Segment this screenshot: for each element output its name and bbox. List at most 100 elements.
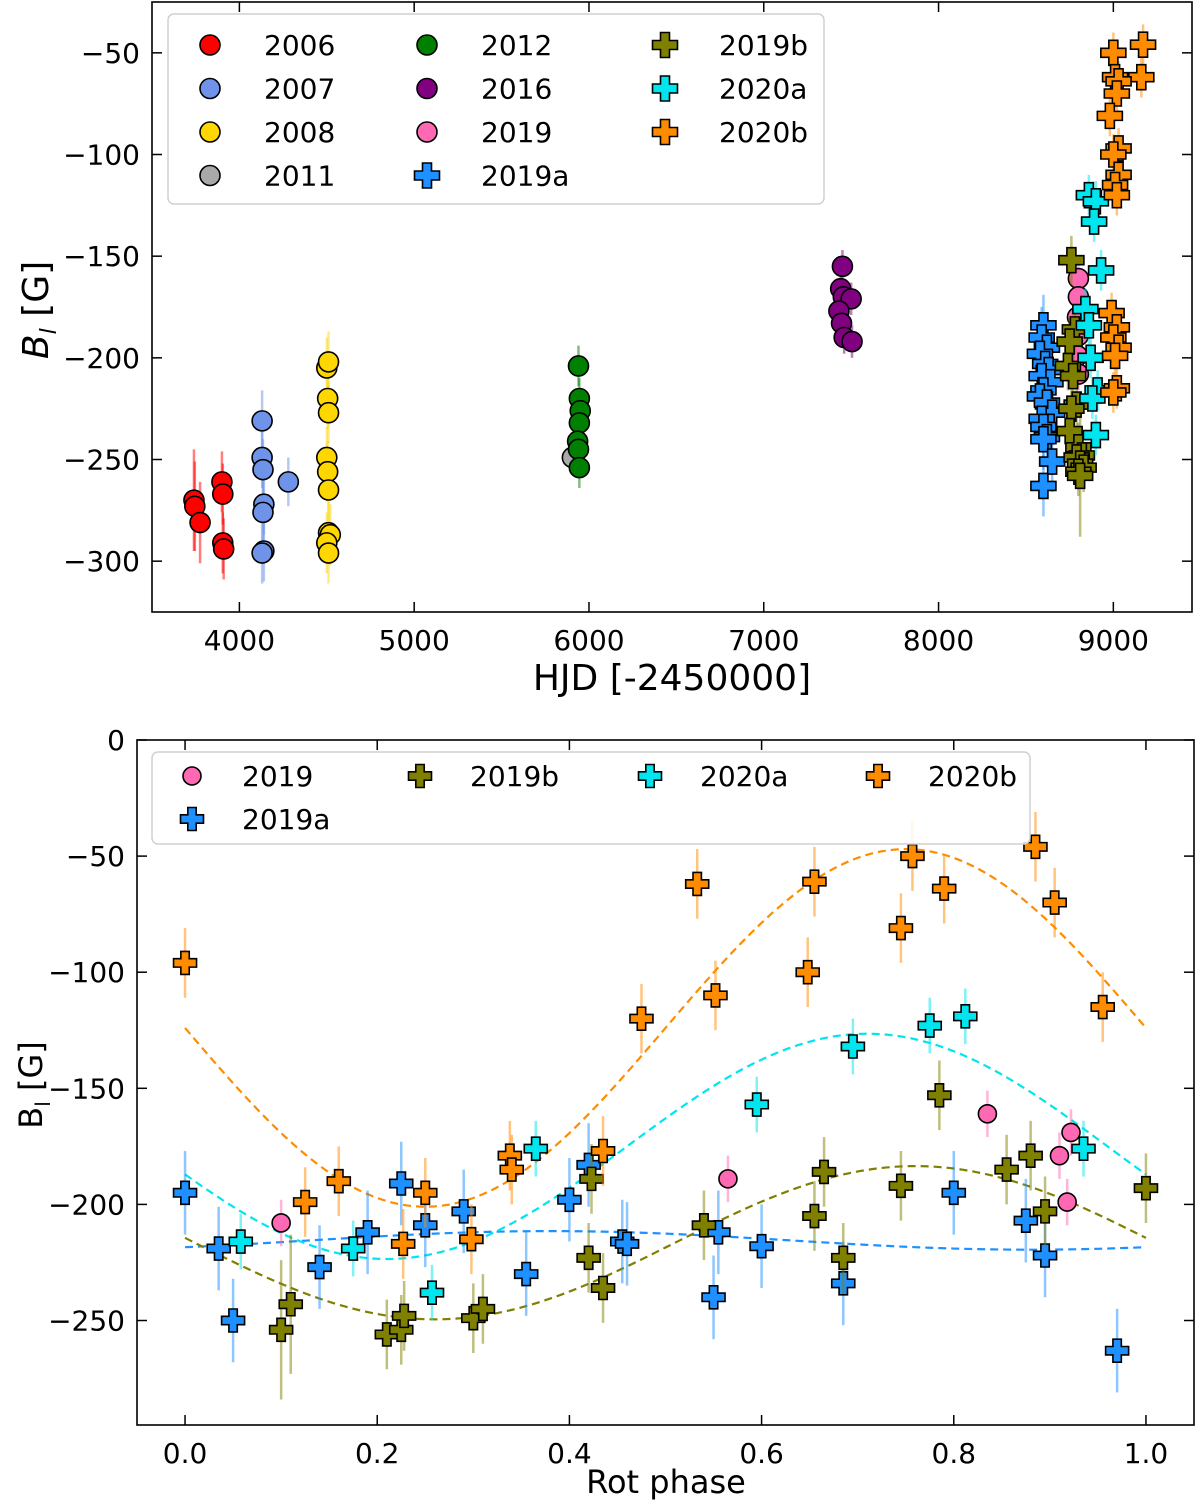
bottom-frame (136, 739, 1195, 1426)
bottom-xtick-label: 0.8 (932, 1437, 977, 1470)
bottom-point-2019b (1133, 1175, 1159, 1201)
top-point-2020b (1103, 181, 1131, 209)
top-point-2012 (567, 355, 590, 377)
top-series-2016 (828, 250, 863, 358)
top-series-2012 (566, 345, 592, 488)
top-point-2020b (1103, 80, 1131, 107)
top-point-2008 (317, 479, 340, 501)
top-point-2020a (1082, 187, 1110, 215)
bottom-point-2019b (590, 1275, 616, 1301)
top-panel-hjd-vs-bl: 4000 5000 6000 7000 8000 9000 −300 −250 −200 −150… (16, 1, 1193, 699)
bottom-point-2019a (1032, 1243, 1058, 1268)
top-legend-marker-2006 (199, 34, 221, 56)
bottom-point-2020a (744, 1092, 770, 1117)
top-legend-marker-2011 (199, 164, 221, 187)
bottom-series-2019a (172, 1123, 1130, 1393)
bottom-legend-label-2019b: 2019b (470, 760, 559, 793)
top-series-2008 (315, 331, 342, 584)
bottom-point-2019b (888, 1173, 914, 1199)
bottom-fit-curve-2019b (184, 1164, 1147, 1321)
top-legend-marker-2019 (416, 121, 438, 143)
top-ytick-label: −200 (63, 342, 140, 375)
bottom-point-2019b (278, 1291, 304, 1317)
bottom-point-2019a (307, 1254, 332, 1280)
bottom-legend-label-2019: 2019 (242, 760, 313, 793)
top-legend-label-2020a: 2020a (719, 73, 807, 106)
top-legend-marker-2008 (199, 121, 221, 143)
top-point-2019b (1059, 362, 1087, 390)
top-point-2019b (1066, 462, 1094, 490)
bottom-point-2020a (340, 1236, 366, 1261)
bottom-point-2020b (629, 1006, 654, 1031)
bottom-xtick-label: 0.0 (163, 1437, 208, 1470)
bottom-point-2020b (412, 1180, 438, 1206)
bottom-point-2019a (701, 1284, 726, 1310)
bottom-legend-marker-2020b (865, 763, 891, 789)
bottom-series-2020a (228, 988, 1096, 1321)
top-ytick-label: −300 (63, 545, 140, 578)
top-xtick-label: 7000 (728, 624, 799, 657)
bottom-point-2019a (355, 1219, 380, 1245)
top-plot-area: 4000 5000 6000 7000 8000 9000 −300 −250 −200 −150… (63, 1, 1193, 657)
bottom-point-2019b (811, 1159, 837, 1185)
bottom-point-2019a (1104, 1338, 1130, 1363)
top-legend-label-2016: 2016 (481, 73, 552, 106)
top-point-2020b (1100, 39, 1127, 67)
bottom-point-2019a (513, 1261, 539, 1287)
top-legend-marker-2020b (651, 118, 679, 146)
bottom-xtick-label: 0.4 (547, 1437, 592, 1470)
bottom-point-2020a (419, 1280, 445, 1305)
bottom-point-2019b (576, 1245, 601, 1271)
top-point-2019b (1056, 328, 1083, 355)
top-legend-marker-2007 (199, 77, 221, 100)
top-point-2008 (317, 351, 340, 373)
bottom-point-2020b (888, 915, 914, 941)
top-legend-marker-2020a (651, 75, 679, 102)
top-legend-label-2020b: 2020b (719, 116, 808, 149)
bottom-point-2020a (1071, 1136, 1096, 1161)
bottom-legend-marker-2019a (179, 806, 205, 832)
bottom-point-2019 (718, 1169, 738, 1189)
bottom-point-2020b (292, 1189, 318, 1215)
bottom-point-2020b (326, 1168, 352, 1194)
bottom-xlabel: Rot phase (586, 1463, 746, 1501)
top-series-2007 (251, 390, 300, 584)
top-point-2020b (1129, 31, 1157, 58)
top-point-2020a (1075, 312, 1103, 339)
top-legend-label-2019: 2019 (481, 116, 552, 149)
bottom-point-2019b (391, 1303, 417, 1329)
bottom-point-2019b (927, 1082, 952, 1108)
top-xtick-label: 4000 (204, 624, 275, 657)
top-point-2020b (1128, 63, 1155, 91)
bottom-point-2019a (941, 1180, 967, 1206)
bottom-ytick-label: −100 (48, 956, 125, 989)
top-point-2020a (1087, 257, 1115, 284)
bottom-point-2020a (917, 1013, 943, 1038)
bottom-point-2020b (795, 959, 821, 985)
bottom-point-2020b (931, 876, 957, 901)
top-series-2020b (1096, 24, 1157, 413)
top-legend-label-2006: 2006 (264, 29, 335, 62)
bottom-point-2019 (1049, 1145, 1070, 1166)
bottom-xtick-label: 0.2 (355, 1437, 400, 1470)
top-point-2007 (251, 542, 273, 564)
bottom-legend-label-2019a: 2019a (242, 803, 330, 836)
top-point-2019b (1058, 246, 1085, 274)
bottom-point-2019 (271, 1213, 291, 1233)
bottom-point-2019b (802, 1203, 827, 1229)
top-legend-marker-2019b (651, 31, 679, 59)
top-point-2008 (317, 401, 340, 424)
top-point-2007 (252, 501, 274, 524)
top-point-2007 (252, 458, 274, 481)
top-point-2020a (1077, 344, 1104, 372)
bottom-point-2019a (220, 1308, 246, 1333)
bottom-xtick-label: 0.6 (739, 1437, 784, 1470)
bottom-point-2019b (1018, 1143, 1043, 1168)
bottom-legend: 2019 2019a 2019b 2020a 2020b (151, 751, 1031, 845)
bottom-ytick-label: 0 (107, 724, 125, 757)
bottom-point-2019a (1013, 1208, 1039, 1233)
bottom-point-2020b (684, 871, 710, 897)
top-point-2019a (1030, 472, 1057, 500)
bottom-legend-marker-2019b (407, 763, 433, 789)
bottom-ytick-label: −50 (66, 840, 125, 873)
